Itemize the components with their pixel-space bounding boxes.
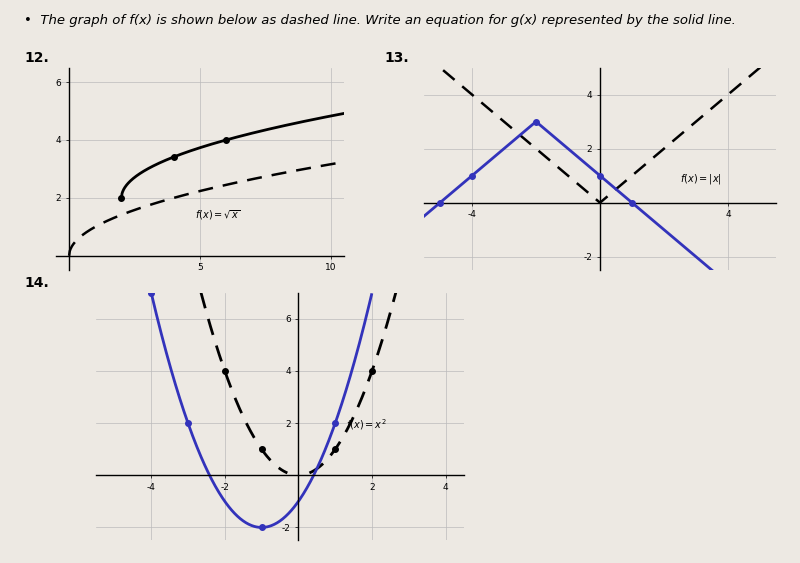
Text: 14.: 14. xyxy=(24,276,49,290)
Text: $f(x) = x^2$: $f(x) = x^2$ xyxy=(346,417,387,432)
Text: 12.: 12. xyxy=(24,51,49,65)
Text: $f(x) = |x|$: $f(x) = |x|$ xyxy=(680,172,722,186)
Text: 13.: 13. xyxy=(384,51,409,65)
Text: $f(x) = \sqrt{x}$: $f(x) = \sqrt{x}$ xyxy=(194,208,240,222)
Text: •  The graph of f(x) is shown below as dashed line. Write an equation for g(x) r: • The graph of f(x) is shown below as da… xyxy=(24,14,736,27)
